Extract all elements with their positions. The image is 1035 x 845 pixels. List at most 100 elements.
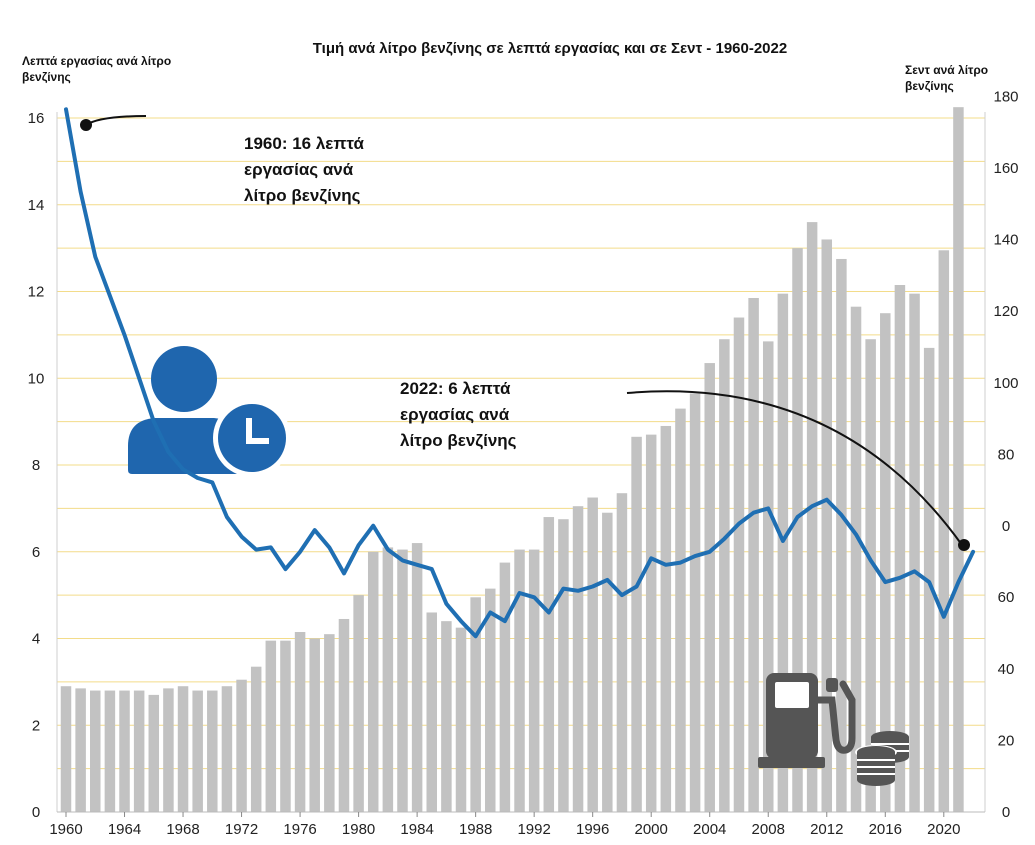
annotation-2022-line3: λίτρο βενζίνης bbox=[400, 431, 517, 450]
x-tick-label: 2016 bbox=[869, 821, 902, 838]
bar bbox=[470, 597, 481, 812]
x-tick-label: 1972 bbox=[225, 821, 258, 838]
work-minutes-line bbox=[64, 107, 976, 639]
bar bbox=[265, 640, 277, 812]
left-tick-label: 6 bbox=[32, 544, 40, 561]
left-tick-label: 0 bbox=[32, 804, 40, 821]
bar bbox=[660, 425, 672, 812]
bar bbox=[675, 408, 686, 812]
bar bbox=[733, 317, 745, 812]
bar bbox=[689, 393, 701, 812]
bar bbox=[704, 363, 715, 812]
bar bbox=[616, 493, 628, 812]
x-tick-label: 2008 bbox=[752, 821, 785, 838]
bar bbox=[280, 640, 291, 812]
left-tick-label: 2 bbox=[32, 717, 40, 734]
right-tick-label: 140 bbox=[993, 232, 1018, 249]
bar bbox=[60, 686, 72, 812]
bar bbox=[865, 339, 876, 812]
callout-2022-dot bbox=[958, 539, 970, 551]
bar bbox=[177, 686, 189, 812]
bar bbox=[104, 690, 116, 812]
right-tick-label: 100 bbox=[993, 375, 1018, 392]
annotation-1960-line2: εργασίας ανά bbox=[244, 160, 354, 179]
annotation-connectors bbox=[80, 115, 970, 551]
x-tick-label: 2004 bbox=[693, 821, 726, 838]
bar bbox=[294, 631, 306, 812]
right-tick-label: 0 bbox=[1002, 518, 1010, 535]
x-tick-label: 1996 bbox=[576, 821, 609, 838]
bar bbox=[587, 497, 598, 812]
x-tick-label: 2020 bbox=[927, 821, 960, 838]
left-tick-label: 10 bbox=[28, 370, 45, 387]
x-tick-label: 1988 bbox=[459, 821, 492, 838]
bar bbox=[192, 690, 203, 812]
bar bbox=[75, 688, 86, 812]
bar bbox=[221, 686, 233, 812]
bar bbox=[719, 339, 730, 812]
bar bbox=[909, 293, 920, 812]
left-tick-label: 12 bbox=[28, 284, 45, 301]
bar bbox=[426, 612, 437, 812]
bar bbox=[836, 258, 847, 812]
bar bbox=[250, 666, 262, 812]
bar bbox=[602, 512, 613, 812]
right-tick-label: 60 bbox=[998, 589, 1015, 606]
bar bbox=[441, 621, 452, 812]
bar bbox=[411, 543, 423, 812]
x-tick-label: 2000 bbox=[635, 821, 668, 838]
bar bbox=[397, 549, 408, 812]
x-tick-label: 1964 bbox=[108, 821, 141, 838]
x-tick-label: 1976 bbox=[283, 821, 316, 838]
bar-series bbox=[60, 107, 964, 813]
x-tick-label: 1992 bbox=[517, 821, 550, 838]
annotation-2022: 2022: 6 λεπτά εργασίας ανά λίτρο βενζίνη… bbox=[400, 376, 517, 454]
bar bbox=[163, 688, 174, 812]
bar bbox=[543, 517, 555, 812]
left-tick-label: 16 bbox=[28, 110, 45, 127]
bar bbox=[821, 239, 833, 812]
right-tick-label: 80 bbox=[998, 446, 1015, 463]
bar bbox=[528, 549, 540, 812]
bar bbox=[777, 293, 789, 812]
bar bbox=[748, 298, 759, 813]
chart-title: Τιμή ανά λίτρο βενζίνης σε λεπτά εργασία… bbox=[312, 40, 788, 57]
bar bbox=[119, 690, 130, 812]
callout-2022-connector bbox=[626, 390, 963, 546]
fuel-pump-coins-icon bbox=[758, 673, 909, 786]
bar bbox=[850, 306, 862, 812]
bar bbox=[324, 634, 335, 812]
bar bbox=[645, 434, 657, 812]
bar bbox=[148, 694, 160, 812]
left-tick-label: 14 bbox=[28, 197, 45, 214]
annotation-1960: 1960: 16 λεπτά εργασίας ανά λίτρο βενζίν… bbox=[244, 131, 364, 209]
axes: 0246810121416020406008010012014016018019… bbox=[28, 88, 1019, 838]
bar bbox=[455, 627, 467, 812]
bar bbox=[514, 549, 525, 812]
bar bbox=[631, 436, 642, 812]
bar bbox=[133, 690, 145, 812]
bar bbox=[953, 107, 964, 812]
bar bbox=[894, 284, 906, 812]
left-tick-label: 8 bbox=[32, 457, 40, 474]
bar bbox=[367, 551, 379, 812]
bar bbox=[90, 690, 101, 812]
bar bbox=[309, 638, 320, 812]
x-tick-label: 1984 bbox=[400, 821, 433, 838]
bar bbox=[382, 547, 394, 812]
x-tick-label: 2012 bbox=[810, 821, 843, 838]
left-tick-label: 4 bbox=[32, 631, 40, 648]
bar bbox=[792, 248, 803, 812]
bar bbox=[762, 341, 774, 812]
bar bbox=[938, 250, 950, 812]
line-series bbox=[64, 107, 976, 639]
bar bbox=[806, 222, 818, 813]
left-axis-label: Λεπτά εργασίας ανά λίτρο βενζίνης bbox=[22, 54, 172, 84]
callout-1960-connector bbox=[85, 115, 147, 126]
bar bbox=[880, 313, 891, 812]
bar bbox=[558, 519, 569, 812]
right-tick-label: 40 bbox=[998, 661, 1015, 678]
annotation-2022-line1: 2022: 6 λεπτά bbox=[400, 379, 511, 398]
annotation-2022-line2: εργασίας ανά bbox=[400, 405, 510, 424]
bar bbox=[236, 679, 247, 812]
